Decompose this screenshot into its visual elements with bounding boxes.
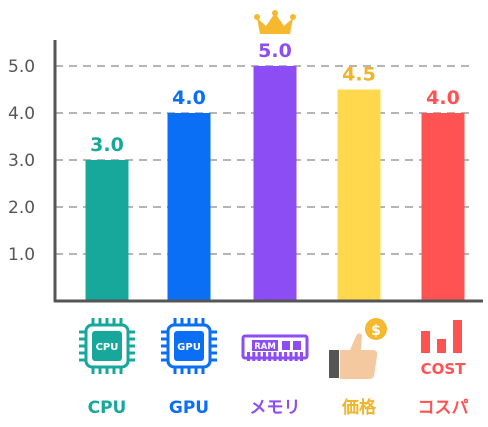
chip-pin: [79, 330, 87, 334]
ram-chip: [282, 341, 290, 350]
chip-pin: [161, 337, 169, 341]
chip-pin: [180, 366, 184, 374]
chip-core: [174, 331, 204, 361]
coin-symbol: $: [371, 323, 381, 339]
chip-pin: [79, 344, 87, 348]
bar-value-label: 4.0: [172, 87, 206, 109]
y-tick-label: 5.0: [8, 57, 35, 77]
cpu-chip-icon: CPU: [79, 318, 135, 374]
x-tick-label: コスパ: [418, 398, 469, 418]
bar: [421, 113, 465, 300]
chip-pin: [91, 366, 95, 374]
chip-pin: [79, 358, 87, 362]
crown-point: [272, 10, 278, 16]
ram-module-icon: RAM: [241, 334, 309, 361]
crown-icon: [254, 10, 296, 34]
chip-pin: [161, 330, 169, 334]
chip-pin: [127, 351, 135, 355]
chip-pin: [209, 358, 217, 362]
bar-value-label: 4.0: [426, 87, 460, 109]
chip-pin: [79, 351, 87, 355]
chip-pin: [79, 337, 87, 341]
chip-label: GPU: [177, 342, 201, 353]
ram-pin: [268, 352, 272, 361]
chip-core: [92, 331, 122, 361]
x-tick-label: メモリ: [250, 398, 301, 418]
chip-pin: [127, 358, 135, 362]
chip-pin: [112, 318, 116, 326]
chip-pin: [187, 318, 191, 326]
ram-chip: [293, 341, 301, 350]
thumb-hand: [340, 333, 378, 379]
chip-pin: [173, 318, 177, 326]
ram-pin: [262, 352, 266, 361]
chip-pin: [187, 366, 191, 374]
y-tick-label: 3.0: [8, 151, 35, 171]
ram-label-box: [252, 340, 278, 351]
chip-pin: [161, 351, 169, 355]
ram-pin: [289, 352, 293, 361]
bar-value-label: 3.0: [90, 134, 124, 156]
chip-pin: [201, 318, 205, 326]
bar-value-label: 4.5: [342, 64, 376, 86]
chip-pin: [209, 344, 217, 348]
chip-pin: [112, 366, 116, 374]
chip-pin: [127, 330, 135, 334]
y-tick-label: 1.0: [8, 245, 35, 265]
cost-bar: [437, 339, 446, 353]
chip-pin: [119, 318, 123, 326]
chip-pin: [91, 318, 95, 326]
cost-label: COST: [421, 360, 467, 378]
chip-pin: [173, 366, 177, 374]
x-tick-label: GPU: [169, 398, 209, 418]
bar: [85, 160, 129, 300]
ram-label: RAM: [254, 342, 276, 352]
chip-label: CPU: [96, 342, 119, 353]
y-tick-label: 4.0: [8, 104, 35, 124]
chip-pin: [209, 337, 217, 341]
chip-pin: [201, 366, 205, 374]
ram-pin: [252, 352, 256, 361]
ram-pin: [273, 352, 277, 361]
thumb-sleeve: [329, 350, 339, 378]
ram-pin: [284, 352, 288, 361]
ram-pin: [247, 352, 250, 361]
ram-pin: [294, 352, 298, 361]
coin: [365, 318, 387, 340]
crown-point: [290, 14, 296, 20]
gpu-chip-icon: GPU: [161, 318, 217, 374]
chip-pin: [194, 318, 198, 326]
y-tick-label: 2.0: [8, 198, 35, 218]
crown-shape: [257, 13, 293, 34]
bar: [167, 113, 211, 300]
ram-pin: [300, 352, 303, 361]
chip-pin: [105, 318, 109, 326]
x-tick-label: CPU: [88, 398, 127, 418]
bar-value-label: 5.0: [258, 40, 292, 62]
cost-bar-icon: COST: [421, 320, 467, 378]
chip-pin: [194, 366, 198, 374]
chip-pin: [98, 366, 102, 374]
chip-pin: [98, 318, 102, 326]
ram-pin: [257, 352, 261, 361]
cost-bar: [453, 320, 462, 353]
ram-pin: [278, 352, 282, 361]
chip-pin: [161, 358, 169, 362]
thumbs-up-coin-icon: $: [329, 318, 387, 379]
chip-pin: [180, 318, 184, 326]
chip-pin: [161, 344, 169, 348]
bar: [253, 66, 297, 300]
chip-pin: [105, 366, 109, 374]
bar: [337, 89, 381, 300]
chip-pin: [209, 330, 217, 334]
chip-pin: [127, 337, 135, 341]
cost-bar: [421, 331, 430, 353]
x-tick-label: 価格: [341, 397, 377, 418]
chip-pin: [209, 351, 217, 355]
chip-pin: [127, 344, 135, 348]
chip-pin: [119, 366, 123, 374]
crown-point: [254, 14, 260, 20]
